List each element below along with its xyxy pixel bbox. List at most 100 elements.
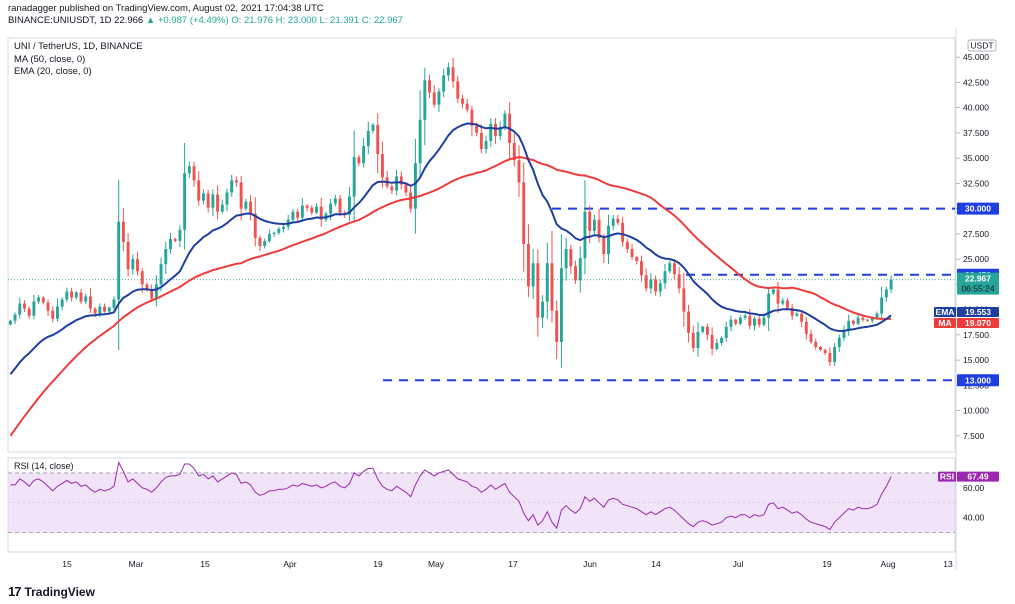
candle-body: [720, 337, 723, 343]
candle-body: [409, 192, 413, 209]
time-tick-label: Mar: [129, 559, 144, 569]
chart-legend: UNI / TetherUS, 1D, BINANCE MA (50, clos…: [14, 41, 143, 79]
price-tick-label: 25.000: [963, 254, 989, 264]
candle-body: [828, 353, 832, 363]
candle-body: [239, 182, 243, 209]
candle-body: [875, 313, 879, 318]
candle-body: [399, 176, 403, 185]
candle-body: [842, 329, 846, 338]
candle-body: [107, 307, 111, 312]
time-tick-label: 17: [508, 559, 518, 569]
candle-body: [621, 222, 625, 242]
candle-body: [220, 204, 224, 212]
candle-body: [164, 249, 168, 265]
candle-body: [263, 240, 267, 247]
candle-body: [630, 249, 634, 258]
candle-body: [333, 198, 337, 204]
candle-body: [823, 350, 827, 354]
candle-body: [781, 300, 785, 304]
candle-body: [837, 337, 841, 347]
candle-body: [159, 264, 163, 285]
candle-body: [282, 226, 285, 229]
rsi-value-label: 67.49: [967, 472, 989, 482]
candle-body: [131, 259, 135, 270]
price-tick-label: 37.500: [963, 128, 989, 138]
candle-body: [51, 310, 55, 319]
candle-body: [428, 80, 431, 93]
candle-body: [65, 291, 69, 300]
candle-body: [178, 229, 182, 241]
candle-body: [150, 289, 154, 299]
candle-body: [395, 176, 399, 191]
candle-body: [84, 296, 88, 302]
candle-body: [154, 284, 158, 299]
currency-label: USDT: [970, 41, 993, 51]
candle-body: [319, 206, 323, 220]
time-tick-label: 15: [62, 559, 72, 569]
candle-body: [851, 320, 855, 324]
candle-body: [884, 289, 888, 298]
candle-body: [305, 205, 309, 208]
rsi-name-label: RSI: [940, 472, 954, 482]
rsi-tick-label: 40.00: [963, 513, 985, 523]
candle-body: [710, 334, 714, 350]
symbol-label: BINANCE:UNIUSDT, 1D: [8, 15, 112, 26]
candle-body: [46, 302, 50, 311]
candle-body: [23, 303, 26, 309]
price-tick-label: 40.000: [963, 103, 989, 113]
time-tick-label: Jun: [583, 559, 597, 569]
candle-body: [140, 271, 144, 285]
candle-body: [348, 196, 351, 215]
candle-body: [800, 313, 804, 322]
candle-body: [668, 263, 672, 272]
time-tick-label: 15: [200, 559, 210, 569]
candle-body: [569, 249, 573, 267]
candle-body: [216, 194, 220, 212]
indicator-value-label: 19.553: [965, 307, 991, 317]
price-tick-label: 17.500: [963, 330, 989, 340]
rsi-band: [8, 472, 955, 533]
candle-body: [201, 193, 205, 201]
price-tick-label: 10.000: [963, 406, 989, 416]
candle-body: [522, 182, 526, 244]
ema-20-line: [9, 122, 892, 375]
candle-body: [526, 243, 530, 287]
candle-body: [413, 163, 417, 209]
candle-body: [677, 274, 681, 289]
candle-body: [691, 332, 695, 348]
candle-body: [682, 288, 686, 312]
candle-body: [597, 219, 601, 238]
candle-body: [442, 75, 446, 92]
candle-body: [687, 311, 691, 333]
candle-body: [503, 113, 507, 127]
candle-body: [8, 320, 12, 325]
candle-body: [93, 308, 97, 314]
time-tick-label: 14: [651, 559, 661, 569]
candle-body: [635, 257, 639, 262]
candle-body: [611, 218, 615, 226]
price-pane-frame: [7, 37, 956, 453]
candle-body: [602, 237, 606, 255]
candle-body: [564, 249, 568, 269]
candle-body: [390, 186, 394, 191]
candle-body: [70, 291, 74, 298]
candle-body: [734, 319, 738, 324]
candle-body: [616, 218, 620, 223]
candle-body: [536, 263, 540, 318]
instrument-title: UNI / TetherUS, 1D, BINANCE: [14, 41, 143, 52]
candle-body: [475, 125, 479, 133]
tradingview-brand: 17 TradingView: [8, 584, 95, 599]
candle-body: [701, 326, 705, 332]
level-tag-label: 13.000: [965, 375, 991, 385]
price-tick-label: 42.500: [963, 77, 989, 87]
price-tick-label: 32.500: [963, 178, 989, 188]
candle-body: [451, 67, 455, 82]
candle-body: [861, 317, 865, 320]
candle-body: [230, 180, 234, 193]
candle-body: [790, 307, 794, 316]
candle-body: [103, 306, 107, 312]
candle-body: [762, 317, 766, 325]
candle-body: [352, 157, 356, 197]
candle-body: [715, 342, 719, 350]
